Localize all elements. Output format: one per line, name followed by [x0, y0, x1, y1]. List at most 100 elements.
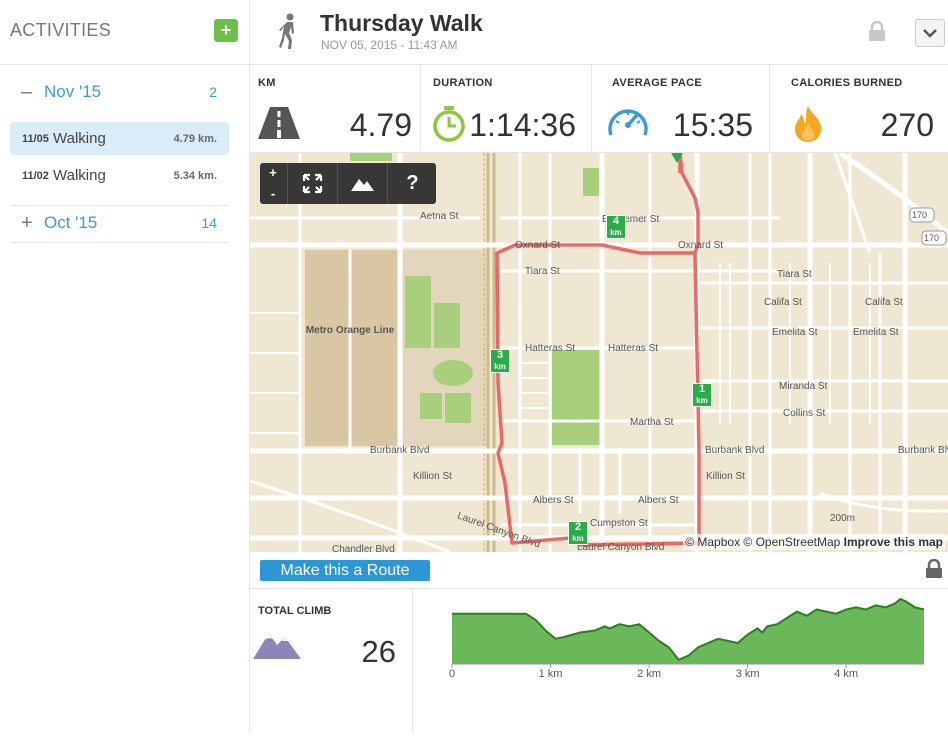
stat-label: DURATION	[433, 77, 493, 89]
zoom-out-button[interactable]: -	[270, 186, 276, 201]
highway-shield	[909, 207, 935, 223]
terrain-button[interactable]	[337, 163, 387, 204]
expand-icon[interactable]: +	[21, 212, 33, 234]
street-label: Hatteras St	[608, 343, 659, 354]
street-label: Emelita St	[853, 327, 899, 338]
street-label: Collins St	[783, 408, 826, 419]
stat-distance: KM 4.79	[250, 65, 421, 152]
km-marker-unit: km	[696, 396, 708, 405]
make-route-button[interactable]: Make this a Route	[260, 560, 430, 581]
stat-pace: AVERAGE PACE 15:35	[592, 65, 770, 152]
fullscreen-button[interactable]	[287, 163, 337, 204]
street-label: Emelita St	[772, 327, 818, 338]
route-map[interactable]: Aetna St Oxnard St Oxnard St Tiara St Ti…	[250, 153, 948, 552]
km-marker-number: 4	[612, 215, 620, 227]
street-label: Killion St	[706, 471, 745, 482]
zoom-controls: + -	[260, 163, 286, 204]
add-activity-button[interactable]: +	[214, 19, 238, 42]
divider	[10, 242, 229, 243]
street-label: Chandler Blvd	[332, 544, 395, 552]
street-label: Oxnard St	[515, 240, 561, 251]
km-marker-unit: km	[494, 362, 506, 371]
activity-name: Walking	[53, 167, 106, 184]
km-marker[interactable]: 3 km	[490, 349, 510, 373]
total-climb-panel: TOTAL CLIMB 26	[250, 589, 413, 733]
activity-datetime: NOV 05, 2015 - 11:43 AM	[321, 38, 458, 52]
street-label: Albers St	[533, 495, 574, 506]
street-label: Albers St	[638, 495, 679, 506]
month-label[interactable]: Oct '15	[44, 213, 98, 232]
street-label: Bessemer St	[602, 214, 660, 225]
km-marker-unit: km	[610, 228, 622, 237]
walking-icon	[279, 13, 294, 49]
street-label: Hatteras St	[525, 343, 576, 354]
km-marker-number: 1	[698, 383, 706, 395]
elevation-chart-canvas: 0 1 km 2 km 3 km 4 km	[449, 597, 925, 680]
highway-shield	[921, 230, 947, 246]
stat-value: 15:35	[672, 107, 753, 143]
elevation-chart[interactable]: 0 1 km 2 km 3 km 4 km	[412, 589, 948, 733]
improve-map-link[interactable]: Improve this map	[843, 535, 943, 549]
street-label: 200m	[830, 513, 856, 524]
sidebar-header: ACTIVITIES +	[0, 0, 249, 65]
route-bar: Make this a Route	[250, 553, 948, 589]
street-label: Burbank Blvd	[898, 445, 948, 456]
km-marker[interactable]: 2 km	[568, 521, 588, 545]
climb-label: TOTAL CLIMB	[258, 605, 332, 617]
help-button[interactable]: ?	[387, 163, 437, 204]
street-label: Oxnard St	[678, 240, 724, 251]
km-marker[interactable]: 1 km	[692, 383, 712, 407]
stat-label: AVERAGE PACE	[612, 77, 702, 89]
x-tick-label: 0	[449, 668, 455, 680]
activity-detail: Thursday Walk NOV 05, 2015 - 11:43 AM KM…	[250, 0, 948, 733]
activity-date: 11/05	[22, 133, 49, 145]
fullscreen-icon	[302, 173, 323, 194]
mountain-icon	[351, 179, 374, 191]
street-label: Califa St	[865, 297, 903, 308]
km-marker-number: 2	[574, 521, 582, 533]
activity-item[interactable]: 11/05 Walking 4.79 km.	[10, 122, 229, 155]
highway-shield-label: 170	[912, 210, 928, 220]
highway-shield-label: 170	[924, 233, 940, 243]
options-dropdown-button[interactable]	[915, 19, 945, 47]
activity-date: 11/02	[22, 170, 49, 182]
km-marker-unit: km	[572, 534, 584, 543]
collapse-icon[interactable]: –	[21, 81, 33, 103]
map-canvas[interactable]	[250, 153, 948, 552]
divider	[10, 205, 229, 206]
street-label: Cumpston St	[590, 518, 648, 529]
start-marker-icon	[671, 153, 683, 163]
attribution-text[interactable]: © Mapbox © OpenStreetMap	[685, 535, 841, 549]
km-marker-number: 3	[496, 349, 504, 361]
sidebar: ACTIVITIES + – Nov '15 2 11/05 Walking 4…	[0, 0, 250, 733]
stopwatch-icon	[433, 106, 465, 142]
street-label: Killion St	[413, 471, 452, 482]
activity-item[interactable]: 11/02 Walking 5.34 km.	[10, 159, 229, 192]
street-label: Burbank Blvd	[370, 445, 430, 456]
stat-label: CALORIES BURNED	[791, 77, 903, 89]
km-marker[interactable]: 4 km	[606, 215, 626, 239]
street-label: Tiara St	[777, 269, 812, 280]
speedometer-icon	[608, 109, 648, 136]
college-area	[305, 250, 400, 446]
elevation-line	[452, 597, 925, 662]
street-label: Martha St	[630, 417, 674, 428]
stat-value: 270	[880, 107, 934, 143]
street-label: Burbank Blvd	[705, 445, 765, 456]
month-group-oct[interactable]: + Oct '15 14	[10, 205, 229, 241]
activity-distance: 5.34 km.	[173, 170, 217, 182]
month-label[interactable]: Nov '15	[44, 82, 102, 101]
lock-icon[interactable]	[925, 559, 943, 579]
month-group-nov[interactable]: – Nov '15 2	[10, 74, 229, 110]
chevron-down-icon	[923, 29, 937, 38]
zoom-in-button[interactable]: +	[269, 165, 277, 180]
elevation-area	[452, 599, 924, 664]
lock-icon[interactable]	[867, 20, 887, 42]
climb-value: 26	[361, 634, 396, 669]
flame-icon	[795, 106, 822, 142]
stat-calories: CALORIES BURNED 270	[770, 65, 948, 152]
map-controls: + - ?	[260, 163, 436, 204]
street-label: Aetna St	[420, 211, 459, 222]
x-tick-label: 2 km	[637, 668, 661, 680]
activity-header: Thursday Walk NOV 05, 2015 - 11:43 AM	[250, 0, 948, 65]
